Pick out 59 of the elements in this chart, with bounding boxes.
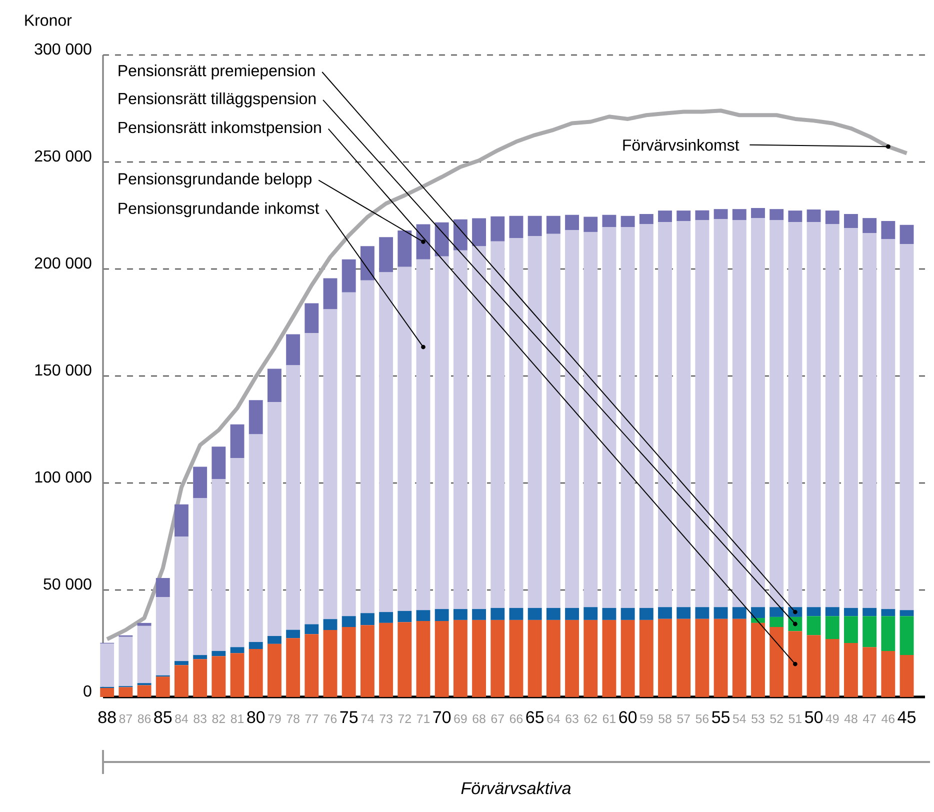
y-tick-label: 100 000	[35, 471, 92, 483]
text: Förvärvsaktiva	[461, 782, 571, 794]
x-tick-label: 48	[844, 714, 858, 724]
y-tick-label: 200 000	[34, 257, 92, 269]
x-tick-label: 62	[584, 714, 597, 724]
x-tick-label: 86	[138, 714, 151, 724]
x-tick-label: 64	[547, 714, 560, 724]
x-tick-label: 47	[862, 714, 876, 723]
y-tick-label: 0	[84, 685, 92, 697]
x-tick-label: 77	[305, 714, 318, 723]
x-tick-label: 54	[732, 714, 746, 724]
y-axis-title: Kronor	[25, 14, 72, 26]
text: Pensionsgrundande inkomst	[118, 202, 320, 218]
x-tick-label: 74	[361, 714, 374, 723]
x-tick-label: 69	[454, 714, 467, 724]
x-tick-label: 67	[491, 714, 504, 724]
x-tick-label: 75	[340, 711, 358, 724]
x-tick-label: 76	[324, 714, 337, 724]
x-tick-label: 52	[770, 714, 783, 724]
x-tick-label: 49	[826, 714, 839, 724]
x-tick-label: 55	[712, 711, 730, 724]
x-tick-label: 53	[752, 714, 764, 724]
text: Pensionsrätt tilläggspension	[118, 92, 316, 108]
y-tick-label: 150 000	[35, 364, 92, 376]
x-tick-label: 58	[658, 714, 672, 724]
x-tick-label: 70	[433, 711, 451, 724]
x-tick-label: 84	[175, 714, 188, 724]
x-tick-label: 63	[566, 714, 578, 724]
series-label: Förvärvsinkomst	[623, 138, 740, 151]
x-tick-label: 71	[416, 714, 430, 723]
x-tick-label: 82	[212, 714, 225, 724]
text: Pensionsrätt premiepension	[118, 64, 315, 80]
x-tick-label: 78	[286, 714, 300, 724]
text: Pensionsgrundande belopp	[118, 172, 312, 188]
x-tick-label: 81	[230, 714, 244, 724]
x-tick-label: 88	[98, 711, 116, 724]
x-tick-label: 45	[898, 711, 916, 724]
x-tick-label: 83	[194, 714, 206, 724]
y-tick-label: 50 000	[44, 578, 92, 590]
x-tick-label: 73	[380, 714, 392, 724]
x-tick-label: 59	[640, 714, 653, 724]
x-tick-label: 57	[677, 714, 690, 724]
x-tick-label: 61	[602, 714, 616, 724]
x-tick-label: 51	[788, 714, 802, 724]
x-tick-label: 85	[154, 711, 172, 724]
x-tick-label: 80	[247, 711, 265, 724]
x-tick-label: 50	[805, 711, 823, 724]
y-tick-label: 250 000	[34, 150, 92, 162]
x-tick-label: 56	[696, 714, 709, 724]
text: Pensionsrätt inkomstpension	[118, 121, 321, 136]
y-tick-label: 300 000	[34, 43, 92, 55]
x-tick-label: 79	[268, 714, 281, 724]
x-tick-label: 68	[472, 714, 486, 724]
x-tick-label: 66	[510, 714, 523, 724]
x-tick-label: 65	[526, 711, 544, 724]
x-tick-label: 87	[119, 714, 132, 724]
x-tick-label: 46	[882, 714, 895, 724]
x-tick-label: 60	[619, 711, 637, 724]
x-tick-label: 72	[398, 714, 411, 723]
